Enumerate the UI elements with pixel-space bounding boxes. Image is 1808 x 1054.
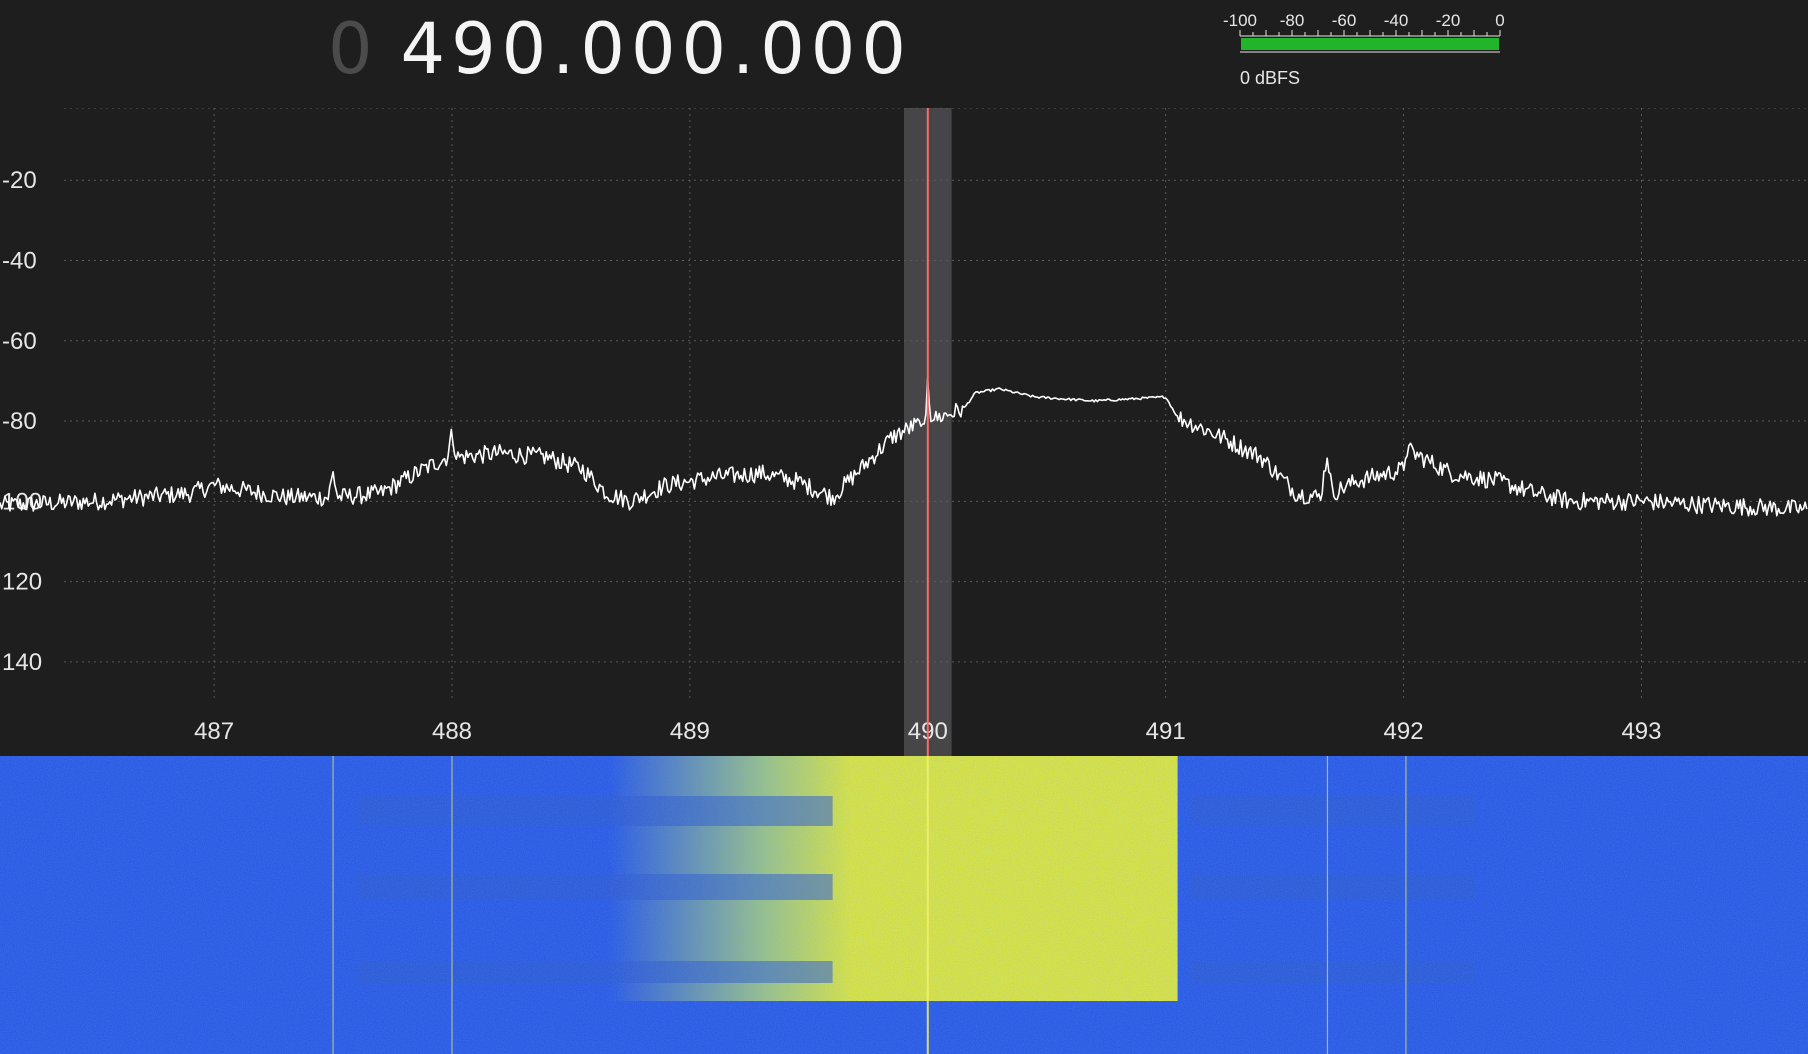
level-meter-readout: 0 dBFS — [1240, 68, 1301, 88]
meter-scale-label: -20 — [1436, 11, 1461, 30]
header-bar: 0 490.000.000 -100 -80 -60 -40 -20 0 0 dBFS — [0, 0, 1808, 108]
meter-level-bar — [1241, 38, 1499, 50]
grid — [64, 108, 1808, 702]
frequency-leading-digit[interactable]: 0 — [328, 8, 379, 90]
y-tick-label: -20 — [2, 167, 37, 194]
x-tick-label: 488 — [432, 718, 472, 745]
level-meter-scale: -100 -80 -60 -40 -20 0 — [1223, 11, 1505, 53]
meter-scale-label: -60 — [1332, 11, 1357, 30]
x-tick-label: 492 — [1384, 718, 1424, 745]
frequency-value[interactable]: 490.000.000 — [400, 8, 912, 90]
meter-scale-label: -40 — [1384, 11, 1409, 30]
y-tick-label: -60 — [2, 328, 37, 355]
x-tick-label: 487 — [194, 718, 234, 745]
frequency-display[interactable]: 0 490.000.000 — [328, 4, 912, 94]
meter-scale-label: -100 — [1223, 11, 1257, 30]
waterfall-display[interactable] — [0, 756, 1808, 1054]
x-axis: 487 488 489 490 491 492 493 — [194, 718, 1661, 745]
level-meter: -100 -80 -60 -40 -20 0 0 dBFS — [1222, 6, 1512, 92]
x-tick-label: 493 — [1621, 718, 1661, 745]
waterfall-noise — [0, 756, 1808, 1054]
y-tick-label: 140 — [2, 649, 42, 676]
y-tick-label: 120 — [2, 569, 42, 596]
meter-scale-label: -80 — [1280, 11, 1305, 30]
x-tick-label: 489 — [670, 718, 710, 745]
y-tick-label: -80 — [2, 408, 37, 435]
y-tick-label: -40 — [2, 248, 37, 275]
spectrum-trace — [0, 377, 1808, 517]
spectrum-plot[interactable]: -20 -40 -60 -80 100 120 140 487 488 489 490 491 492… — [0, 108, 1808, 756]
meter-scale-label: 0 — [1495, 11, 1504, 30]
x-tick-label: 491 — [1146, 718, 1186, 745]
waterfall-image — [0, 756, 1808, 1054]
